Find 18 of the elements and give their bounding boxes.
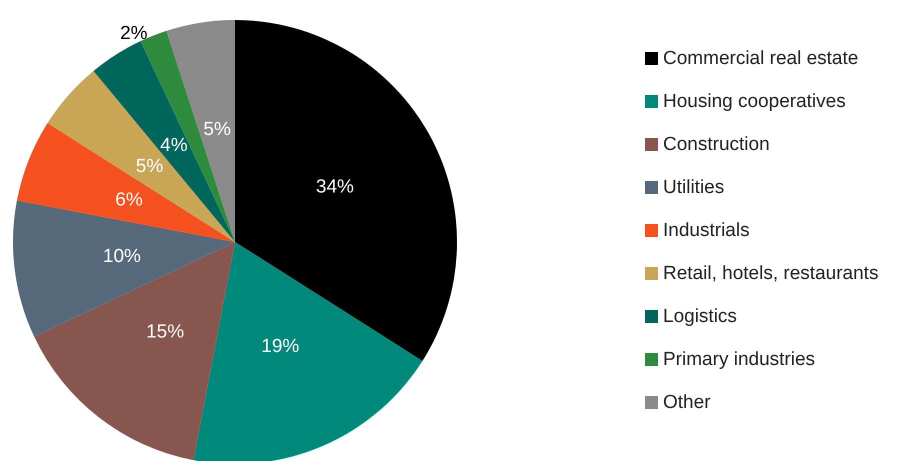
data-label: 34% — [316, 176, 354, 198]
legend-label: Primary industries — [663, 349, 816, 370]
data-label: 6% — [115, 190, 143, 211]
data-label: 10% — [102, 246, 142, 267]
legend-label: Industrials — [663, 220, 750, 241]
legend-label: Utilities — [663, 177, 724, 198]
data-label: 4% — [160, 135, 188, 156]
data-label: 5% — [203, 118, 231, 140]
data-label: 5% — [136, 156, 164, 178]
legend-label: Retail, hotels, restaurants — [663, 263, 878, 284]
legend-label: Other — [663, 392, 712, 413]
data-label: 19% — [261, 336, 300, 358]
data-label: 15% — [146, 322, 184, 343]
legend-label: Commercial real estate — [663, 48, 858, 69]
legend-label: Housing cooperatives — [663, 91, 846, 112]
legend-label: Logistics — [663, 306, 737, 327]
legend-label: Construction — [663, 134, 770, 155]
data-label: 2% — [120, 23, 148, 44]
